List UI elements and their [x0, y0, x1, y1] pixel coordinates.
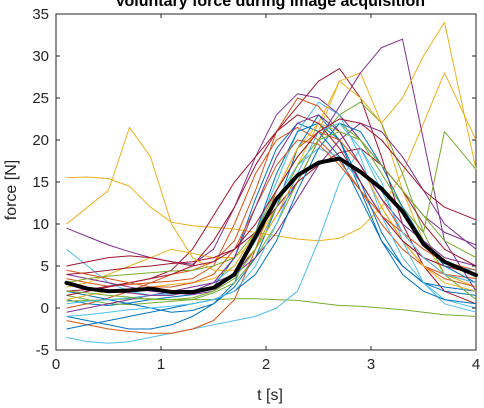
- mean-force-line: [64, 156, 478, 294]
- series-line-13: [66, 147, 477, 344]
- y-tick-label: -5: [36, 342, 49, 359]
- series-line-21: [66, 114, 477, 296]
- series-line-26: [66, 131, 477, 301]
- x-tick-label: 3: [367, 356, 375, 373]
- series-line-2: [66, 126, 477, 287]
- y-tick-label: 0: [41, 300, 49, 317]
- series-line-25: [66, 114, 477, 296]
- y-tick-label: 30: [32, 48, 49, 65]
- series-line-19: [66, 122, 477, 284]
- series-line-10: [66, 72, 477, 288]
- series-line-24: [66, 21, 477, 271]
- series-line-8: [66, 122, 477, 330]
- x-tick-label: 0: [52, 356, 60, 373]
- y-tick-label: 5: [41, 258, 49, 275]
- x-tick-label: 4: [472, 356, 480, 373]
- series-line-1: [66, 122, 477, 306]
- y-tick-label: 35: [32, 6, 49, 23]
- chart-title: Voluntary force during image acquisition: [115, 0, 425, 10]
- series-line-28: [66, 118, 477, 267]
- y-tick-label: 10: [32, 216, 49, 233]
- y-axis-label: force [N]: [3, 160, 20, 220]
- x-axis-label: t [s]: [257, 387, 283, 404]
- series-line-23: [66, 139, 477, 288]
- x-tick-label: 1: [157, 356, 165, 373]
- x-tick-label: 2: [262, 356, 270, 373]
- y-tick-label: 25: [32, 90, 49, 107]
- series-line-27: [66, 122, 477, 317]
- y-tick-label: 15: [32, 174, 49, 191]
- y-tick-label: 20: [32, 132, 49, 149]
- series-line-22: [66, 122, 477, 330]
